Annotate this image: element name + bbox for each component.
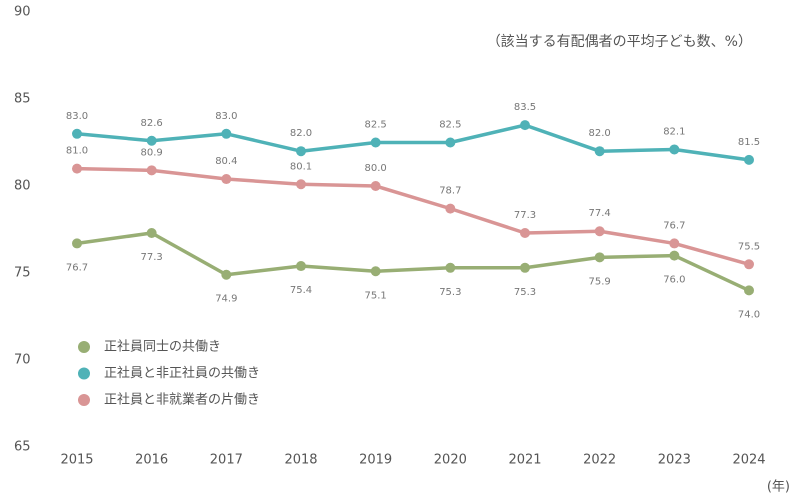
- x-tick-label: 2015: [60, 453, 93, 468]
- x-tick-label: 2018: [284, 453, 317, 468]
- value-label: 82.0: [589, 128, 611, 139]
- y-tick-label: 80: [14, 179, 31, 194]
- point: [221, 174, 232, 185]
- value-label: 82.1: [663, 126, 685, 137]
- x-tick-label: 2019: [359, 453, 392, 468]
- point: [520, 227, 530, 238]
- point: [146, 165, 157, 176]
- point: [296, 146, 306, 157]
- point: [669, 144, 680, 155]
- x-tick-label: 2024: [732, 453, 765, 468]
- point: [72, 163, 82, 174]
- value-label: 82.5: [439, 120, 461, 131]
- value-label: 80.4: [215, 156, 237, 167]
- point: [520, 120, 530, 131]
- point: [445, 262, 456, 273]
- value-label: 81.5: [738, 137, 760, 148]
- value-label: 83.5: [514, 102, 536, 113]
- x-tick-label: 2017: [210, 453, 243, 468]
- point: [594, 252, 605, 263]
- point: [669, 238, 680, 249]
- legend-marker: [78, 341, 90, 353]
- point: [72, 128, 82, 139]
- value-label: 75.5: [738, 241, 760, 252]
- value-label: 81.0: [66, 146, 88, 157]
- value-label: 80.9: [141, 147, 163, 158]
- legend-marker: [78, 367, 90, 380]
- value-label: 83.0: [66, 111, 88, 122]
- value-label: 75.9: [589, 276, 611, 287]
- x-tick-label: 2021: [508, 453, 541, 468]
- value-label: 77.4: [589, 208, 611, 219]
- point: [520, 262, 530, 273]
- annotation: （該当する有配偶者の平均子ども数、%）: [487, 34, 752, 50]
- point: [744, 285, 754, 296]
- x-unit: (年): [767, 480, 790, 495]
- y-tick-label: 90: [14, 5, 31, 20]
- point: [445, 137, 456, 148]
- series-line: [76, 231, 750, 292]
- value-label: 75.3: [514, 287, 536, 298]
- value-label: 80.0: [365, 163, 387, 174]
- series-line: [76, 123, 750, 162]
- point: [296, 261, 306, 272]
- value-label: 77.3: [141, 252, 163, 263]
- legend-label: 正社員と非就業者の片働き: [104, 392, 260, 408]
- value-label: 75.1: [365, 290, 387, 301]
- point: [744, 259, 754, 270]
- x-tick-label: 2016: [135, 453, 168, 468]
- value-label: 74.0: [738, 309, 760, 320]
- value-label: 75.4: [290, 285, 312, 296]
- value-label: 77.3: [514, 210, 536, 221]
- point: [445, 203, 456, 214]
- legend-label: 正社員同士の共働き: [104, 339, 221, 355]
- point: [72, 238, 82, 249]
- value-label: 82.0: [290, 128, 312, 139]
- point: [146, 227, 157, 238]
- point: [744, 154, 754, 165]
- point: [594, 226, 605, 237]
- value-label: 76.7: [66, 262, 88, 273]
- y-tick-label: 75: [14, 266, 31, 281]
- x-tick-label: 2023: [658, 453, 691, 468]
- y-tick-label: 65: [14, 440, 31, 455]
- y-tick-label: 85: [14, 92, 31, 107]
- series-line: [76, 166, 750, 266]
- point: [370, 137, 381, 148]
- legend-label: 正社員と非正社員の共働き: [104, 365, 260, 381]
- point: [221, 128, 232, 139]
- value-label: 78.7: [439, 186, 461, 197]
- value-label: 76.0: [663, 275, 685, 286]
- point: [594, 146, 605, 157]
- value-label: 80.1: [290, 161, 312, 172]
- legend-marker: [78, 394, 90, 406]
- y-tick-label: 70: [14, 353, 31, 368]
- value-label: 75.3: [439, 287, 461, 298]
- point: [296, 179, 306, 190]
- point: [146, 135, 157, 146]
- x-tick-label: 2022: [583, 453, 616, 468]
- value-label: 74.9: [215, 294, 237, 305]
- point: [221, 269, 232, 280]
- value-label: 76.7: [663, 220, 685, 231]
- value-label: 82.5: [365, 120, 387, 131]
- point: [669, 250, 680, 261]
- point: [370, 266, 381, 277]
- value-label: 82.6: [141, 118, 163, 129]
- point: [370, 181, 381, 191]
- x-tick-label: 2020: [434, 453, 467, 468]
- value-label: 83.0: [215, 111, 237, 122]
